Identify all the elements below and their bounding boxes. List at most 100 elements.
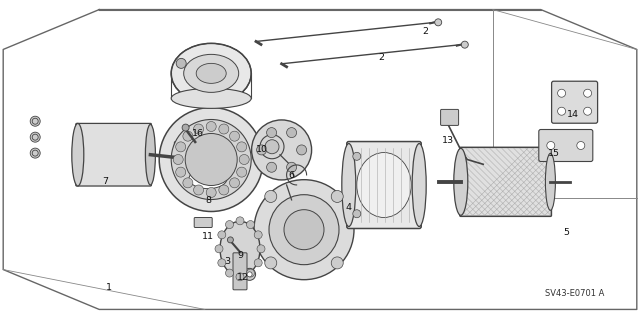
- Circle shape: [557, 89, 566, 97]
- Text: 14: 14: [567, 110, 579, 119]
- Circle shape: [183, 178, 193, 188]
- Ellipse shape: [357, 152, 412, 218]
- Text: 10: 10: [257, 145, 268, 154]
- Circle shape: [159, 108, 263, 211]
- Circle shape: [332, 190, 343, 203]
- Ellipse shape: [72, 123, 84, 186]
- Text: 1: 1: [106, 283, 112, 292]
- Circle shape: [254, 180, 354, 280]
- FancyBboxPatch shape: [76, 123, 152, 186]
- Circle shape: [32, 150, 38, 156]
- FancyBboxPatch shape: [347, 142, 421, 228]
- Circle shape: [176, 142, 186, 152]
- Circle shape: [254, 259, 262, 267]
- Circle shape: [219, 124, 229, 134]
- Circle shape: [265, 140, 279, 154]
- Circle shape: [193, 124, 204, 134]
- Ellipse shape: [145, 124, 156, 185]
- Circle shape: [267, 162, 276, 172]
- Circle shape: [225, 220, 234, 229]
- Circle shape: [296, 145, 307, 155]
- Circle shape: [267, 128, 276, 137]
- Circle shape: [257, 245, 265, 253]
- Ellipse shape: [412, 144, 426, 226]
- Circle shape: [172, 120, 252, 199]
- Ellipse shape: [196, 63, 226, 83]
- Circle shape: [557, 107, 566, 115]
- Ellipse shape: [220, 221, 260, 276]
- FancyBboxPatch shape: [460, 147, 552, 216]
- FancyBboxPatch shape: [174, 142, 195, 168]
- Circle shape: [30, 116, 40, 126]
- Circle shape: [206, 122, 216, 131]
- Text: 8: 8: [205, 197, 211, 205]
- Circle shape: [215, 245, 223, 253]
- Circle shape: [577, 142, 585, 150]
- Circle shape: [218, 231, 226, 239]
- Circle shape: [246, 269, 255, 277]
- Circle shape: [246, 220, 255, 229]
- Circle shape: [584, 89, 591, 97]
- Text: 5: 5: [563, 228, 570, 237]
- Text: 7: 7: [102, 177, 109, 186]
- Circle shape: [206, 188, 216, 197]
- FancyBboxPatch shape: [194, 218, 212, 227]
- Ellipse shape: [172, 88, 252, 108]
- Text: 12: 12: [237, 273, 249, 282]
- Text: 6: 6: [288, 171, 294, 180]
- Circle shape: [257, 145, 267, 155]
- Circle shape: [227, 237, 234, 243]
- Circle shape: [353, 210, 361, 218]
- Text: SV43-E0701 A: SV43-E0701 A: [545, 289, 605, 298]
- Circle shape: [284, 210, 324, 250]
- Circle shape: [461, 41, 468, 48]
- Circle shape: [230, 131, 239, 141]
- Circle shape: [547, 142, 555, 150]
- Text: 2: 2: [422, 27, 429, 36]
- Circle shape: [332, 257, 343, 269]
- Text: 11: 11: [202, 232, 214, 241]
- Circle shape: [269, 195, 339, 265]
- Text: 13: 13: [442, 136, 454, 145]
- Text: 16: 16: [193, 130, 204, 138]
- Circle shape: [176, 58, 186, 68]
- Text: 4: 4: [346, 203, 352, 212]
- Circle shape: [193, 185, 204, 195]
- Circle shape: [260, 135, 284, 159]
- Circle shape: [32, 134, 38, 140]
- Circle shape: [218, 259, 226, 267]
- Ellipse shape: [545, 153, 556, 210]
- Circle shape: [185, 133, 237, 186]
- Ellipse shape: [184, 54, 239, 93]
- Circle shape: [176, 167, 186, 177]
- Circle shape: [236, 273, 244, 281]
- Ellipse shape: [454, 148, 468, 215]
- FancyBboxPatch shape: [539, 130, 593, 161]
- Text: 9: 9: [237, 251, 243, 260]
- Circle shape: [30, 132, 40, 142]
- FancyBboxPatch shape: [440, 109, 459, 125]
- Ellipse shape: [172, 43, 252, 103]
- Circle shape: [237, 142, 246, 152]
- Ellipse shape: [189, 169, 227, 189]
- Circle shape: [183, 131, 193, 141]
- Circle shape: [265, 190, 276, 203]
- Circle shape: [265, 257, 276, 269]
- Circle shape: [254, 231, 262, 239]
- Circle shape: [219, 185, 229, 195]
- Circle shape: [30, 148, 40, 158]
- Text: 3: 3: [224, 257, 230, 266]
- Circle shape: [182, 124, 189, 131]
- Circle shape: [252, 120, 312, 180]
- Ellipse shape: [182, 164, 234, 194]
- Circle shape: [435, 19, 442, 26]
- Circle shape: [247, 272, 252, 277]
- Circle shape: [244, 268, 255, 280]
- FancyBboxPatch shape: [233, 253, 247, 290]
- Circle shape: [173, 154, 183, 165]
- Circle shape: [237, 167, 246, 177]
- Circle shape: [287, 128, 296, 137]
- Circle shape: [239, 154, 249, 165]
- Text: 15: 15: [548, 149, 559, 158]
- Circle shape: [32, 118, 38, 124]
